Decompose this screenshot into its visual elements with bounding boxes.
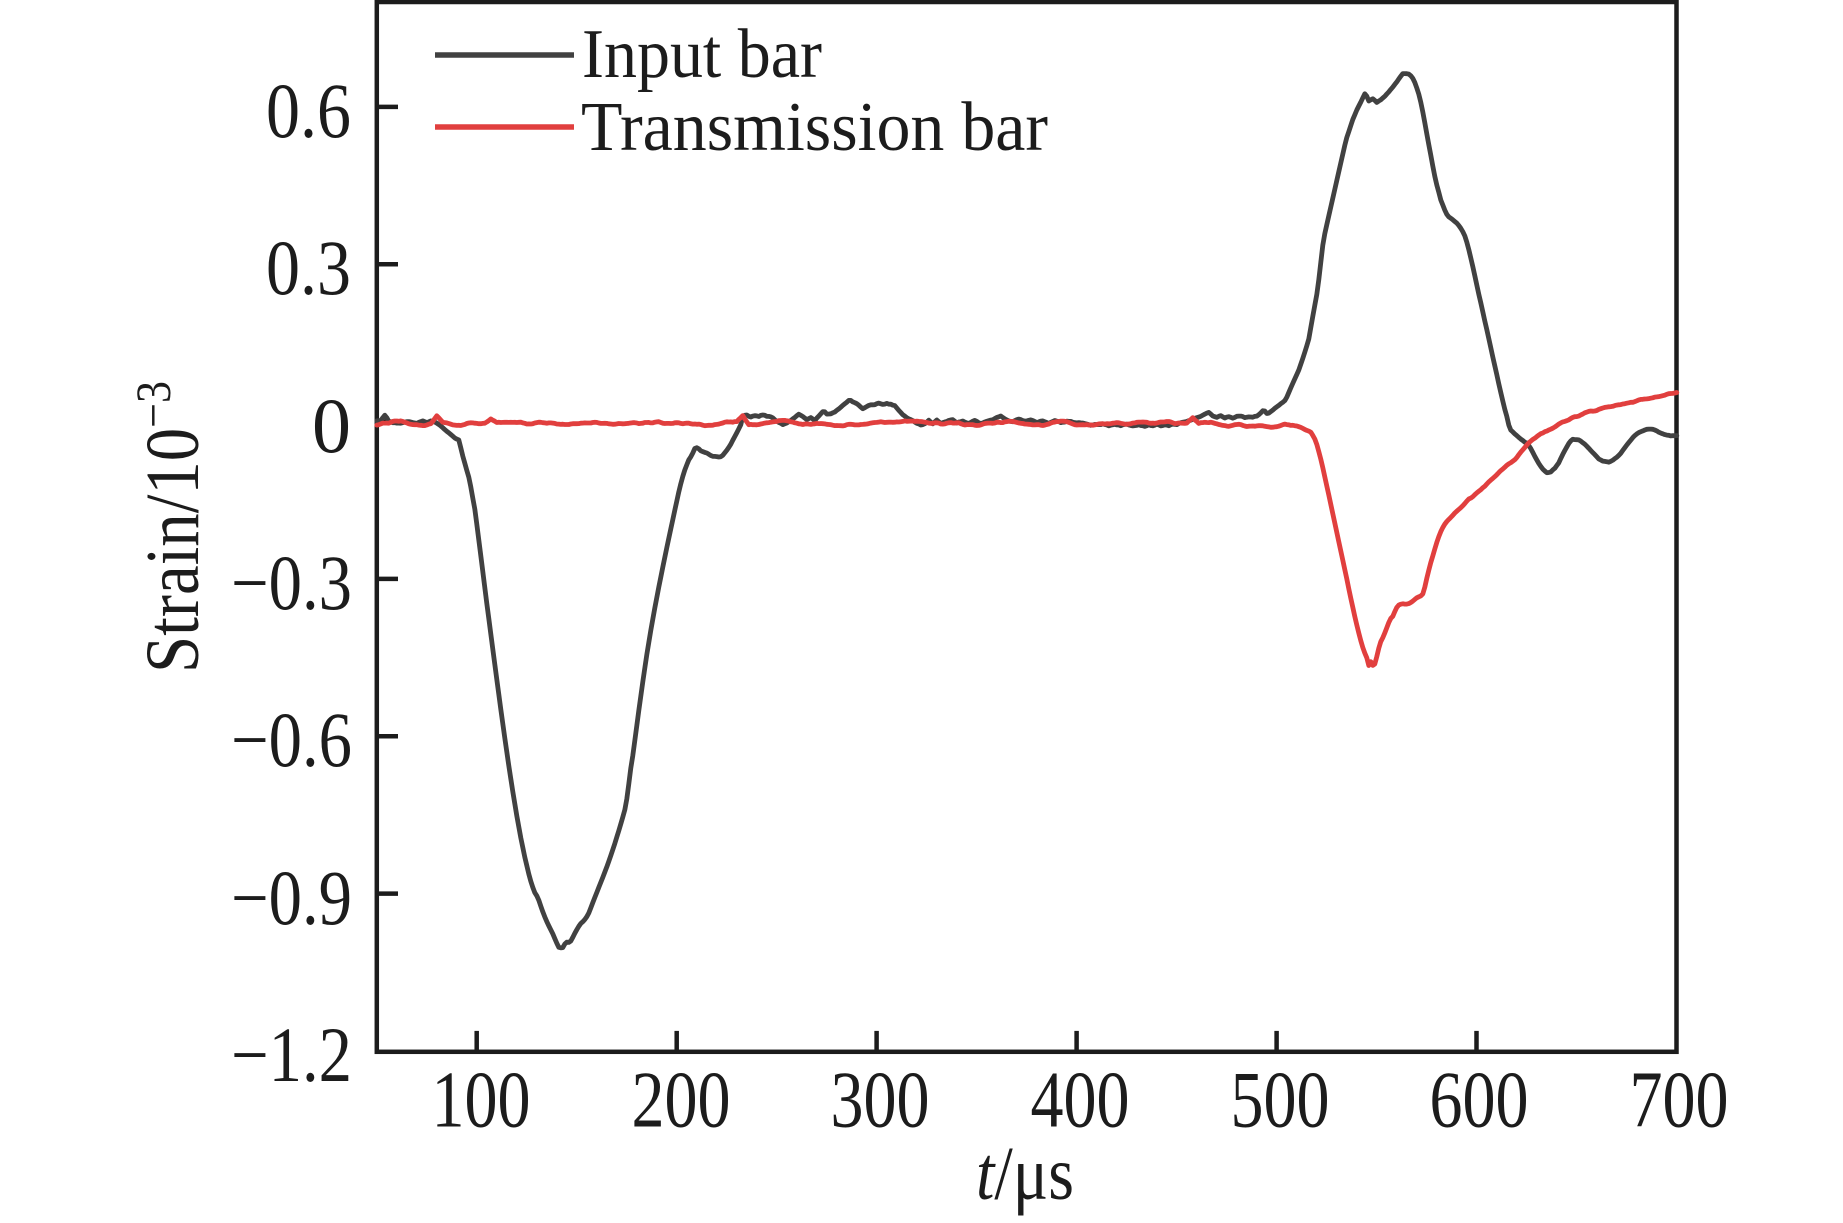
svg-text:−0.9: −0.9 <box>231 854 352 941</box>
svg-text:100: 100 <box>432 1057 531 1145</box>
svg-text:−1.2: −1.2 <box>231 1011 352 1098</box>
svg-text:−0.6: −0.6 <box>231 696 352 783</box>
svg-text:200: 200 <box>632 1057 731 1145</box>
svg-text:400: 400 <box>1031 1057 1130 1145</box>
svg-text:700: 700 <box>1630 1057 1729 1145</box>
svg-text:500: 500 <box>1231 1057 1330 1145</box>
svg-text:Transmission bar: Transmission bar <box>581 89 1048 166</box>
svg-text:Input bar: Input bar <box>582 16 822 93</box>
svg-text:300: 300 <box>831 1057 930 1145</box>
svg-text:0: 0 <box>312 382 351 469</box>
svg-text:0.3: 0.3 <box>266 224 351 311</box>
svg-text:t/μs: t/μs <box>976 1132 1074 1216</box>
svg-text:600: 600 <box>1430 1057 1529 1145</box>
svg-text:−0.3: −0.3 <box>231 539 352 626</box>
svg-text:0.6: 0.6 <box>266 67 351 154</box>
svg-text:Strain/10−3: Strain/10−3 <box>125 381 215 673</box>
